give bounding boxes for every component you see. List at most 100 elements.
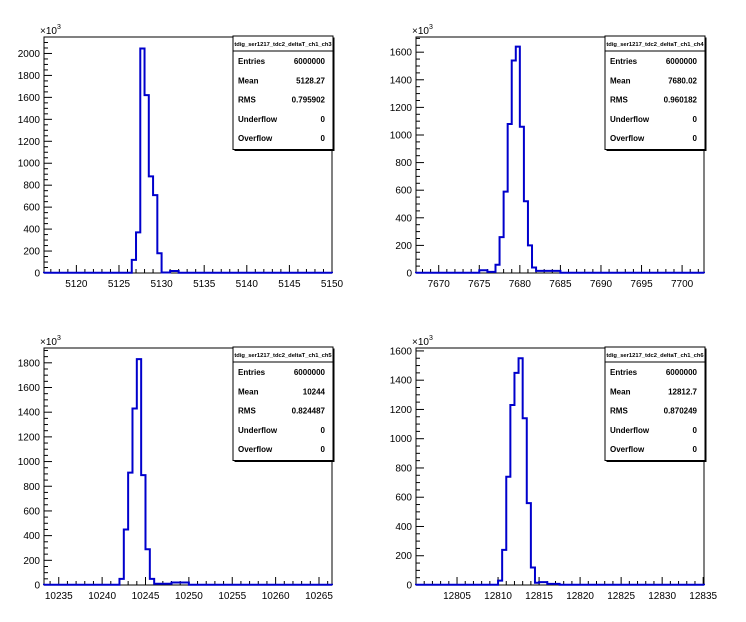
y-tick-label: 0 (406, 269, 412, 280)
stats-value: 0 (693, 445, 698, 454)
y-tick-label: 1200 (390, 405, 413, 416)
exponent-base: ×10 (412, 26, 429, 37)
stats-label: Entries (610, 368, 638, 377)
x-tick-label: 7700 (671, 279, 694, 290)
x-tick-label: 5120 (65, 279, 88, 290)
y-tick-label: 1200 (390, 103, 413, 114)
stats-label: RMS (610, 407, 628, 416)
x-tick-label: 5140 (236, 279, 259, 290)
exponent-base: ×10 (412, 337, 429, 348)
x-tick-label: 10250 (175, 591, 203, 602)
stats-label: Overflow (238, 445, 273, 454)
y-tick-label: 1000 (18, 159, 41, 170)
stats-box-title: tdig_ser1217_tdc2_deltaT_ch1_ch4 (606, 42, 704, 48)
exponent-power: 3 (429, 24, 433, 31)
x-tick-label: 7690 (590, 279, 613, 290)
y-tick-label: 1600 (18, 93, 41, 104)
stats-value: 6000000 (294, 368, 326, 377)
y-tick-label: 800 (395, 158, 412, 169)
stats-value: 0.824487 (292, 407, 326, 416)
exponent-power: 3 (57, 24, 61, 31)
y-tick-label: 600 (395, 186, 412, 197)
y-tick-label: 1400 (390, 75, 413, 86)
exponent-power: 3 (429, 335, 433, 342)
histogram-panel-4: 0 200 400 600 800 1000 1200 1400 1600 12805 12810 1… (390, 335, 718, 602)
y-tick-label: 1800 (18, 71, 41, 82)
stats-value: 5128.27 (296, 76, 325, 85)
exponent-power: 3 (57, 335, 61, 342)
x-tick-label: 12830 (648, 591, 676, 602)
y-tick-label: 0 (406, 581, 412, 592)
x-tick-label: 12815 (525, 591, 553, 602)
x-tick-label: 12810 (484, 591, 512, 602)
x-tick-label: 5145 (278, 279, 301, 290)
stats-box (604, 35, 706, 150)
y-tick-label: 200 (23, 556, 40, 567)
x-tick-label: 7685 (549, 279, 572, 290)
histogram-series-line (415, 45, 705, 274)
stats-label: Underflow (610, 426, 650, 435)
stats-value: 0 (321, 134, 326, 143)
y-tick-label: 1400 (18, 408, 41, 419)
histogram-panel-3: 0 200 400 600 800 1000 1200 1400 1600 1800 10235 10… (18, 335, 335, 602)
stats-label: Underflow (610, 115, 650, 124)
stats-value: 0 (321, 426, 326, 435)
y-tick-label: 400 (395, 522, 412, 533)
y-tick-label: 0 (34, 581, 40, 592)
y-tick-label: 1200 (18, 137, 41, 148)
x-tick-label: 10265 (305, 591, 333, 602)
y-tick-label: 800 (23, 482, 40, 493)
stats-value: 0 (321, 445, 326, 454)
stats-value: 0 (693, 134, 698, 143)
x-tick-label: 12820 (566, 591, 594, 602)
x-tick-label: 10255 (218, 591, 246, 602)
stats-label: Overflow (610, 134, 645, 143)
stats-value: 0 (693, 426, 698, 435)
stats-value: 0.870249 (664, 407, 698, 416)
y-tick-label: 1000 (390, 130, 413, 141)
stats-value: 0 (693, 115, 698, 124)
stats-box (232, 35, 334, 150)
x-tick-label: 10245 (132, 591, 160, 602)
stats-box-title: tdig_ser1217_tdc2_deltaT_ch1_ch5 (234, 353, 332, 359)
y-tick-label: 400 (395, 213, 412, 224)
x-tick-label: 7675 (468, 279, 491, 290)
stats-value: 0.960182 (664, 96, 698, 105)
stats-label: RMS (238, 96, 256, 105)
y-tick-label: 2000 (18, 49, 41, 60)
y-tick-label: 1400 (18, 115, 41, 126)
x-tick-label: 5125 (108, 279, 131, 290)
x-tick-label: 10235 (45, 591, 73, 602)
y-tick-label: 1000 (18, 457, 41, 468)
x-tick-label: 10240 (88, 591, 116, 602)
stats-value: 12812.7 (668, 387, 697, 396)
y-tick-label: 1600 (18, 383, 41, 394)
histogram-panel-2: 0 200 400 600 800 1000 1200 1400 1600 7670 7675 768… (390, 24, 707, 290)
x-tick-label: 5130 (150, 279, 173, 290)
x-tick-label: 10260 (262, 591, 290, 602)
y-tick-label: 200 (395, 551, 412, 562)
stats-label: RMS (610, 96, 628, 105)
histogram-panel-1: 0 200 400 600 800 1000 1200 1400 1600 1800 2000 512… (18, 24, 344, 290)
x-tick-label: 7680 (509, 279, 532, 290)
stats-value: 7680.02 (668, 76, 697, 85)
y-axis-exponent: ×103 (412, 335, 433, 348)
stats-label: Underflow (238, 426, 278, 435)
histogram-series-line (43, 358, 333, 586)
stats-label: Entries (610, 57, 638, 66)
stats-label: Mean (610, 387, 631, 396)
histogram-series-line (43, 47, 333, 274)
y-tick-label: 600 (23, 506, 40, 517)
x-tick-label: 7670 (428, 279, 451, 290)
stats-label: Entries (238, 57, 266, 66)
stats-value: 0.795902 (292, 96, 326, 105)
y-tick-label: 800 (23, 181, 40, 192)
y-tick-label: 600 (23, 203, 40, 214)
stats-label: Mean (238, 387, 259, 396)
y-tick-label: 600 (395, 493, 412, 504)
stats-box-title: tdig_ser1217_tdc2_deltaT_ch1_ch6 (606, 353, 704, 359)
stats-label: Mean (610, 76, 631, 85)
stats-value: 0 (321, 115, 326, 124)
x-tick-label: 5150 (321, 279, 344, 290)
stats-box (232, 346, 334, 461)
